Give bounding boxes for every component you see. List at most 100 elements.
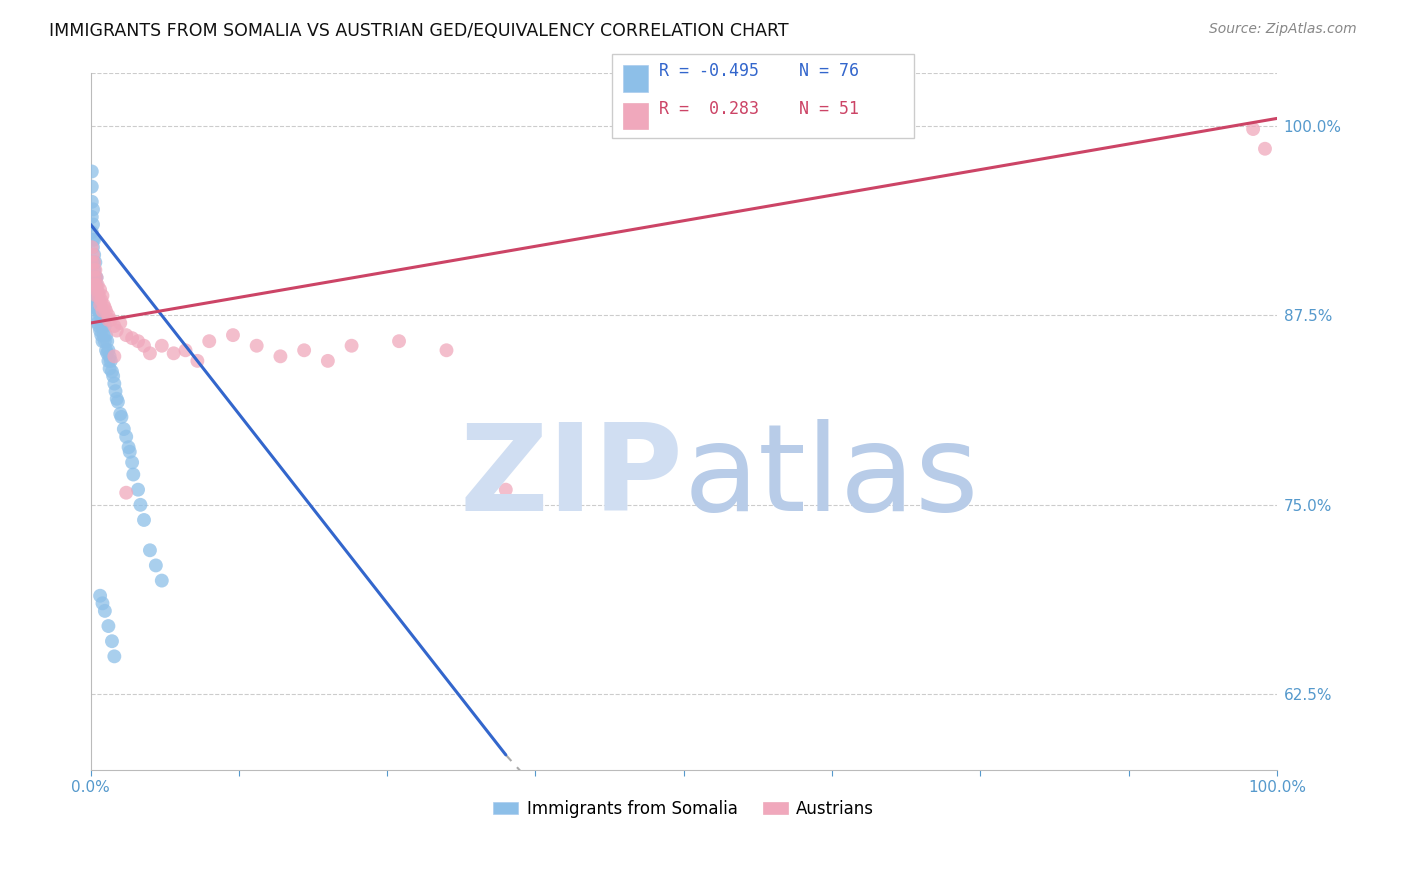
Point <box>86 309 108 323</box>
Point <box>87 289 110 303</box>
Point <box>86 283 108 297</box>
Point <box>103 376 125 391</box>
Point <box>83 278 105 293</box>
Point <box>139 346 162 360</box>
Point <box>87 278 110 293</box>
Point <box>90 293 112 308</box>
Point <box>89 309 111 323</box>
Point <box>82 248 104 262</box>
Point <box>83 233 105 247</box>
Text: ZIP: ZIP <box>460 418 683 536</box>
Point <box>340 339 363 353</box>
Text: IMMIGRANTS FROM SOMALIA VS AUSTRIAN GED/EQUIVALENCY CORRELATION CHART: IMMIGRANTS FROM SOMALIA VS AUSTRIAN GED/… <box>49 22 789 40</box>
Point <box>93 328 115 343</box>
Point <box>80 255 103 269</box>
Point <box>105 324 128 338</box>
Point <box>388 334 411 348</box>
Point <box>96 346 118 360</box>
Point <box>89 298 111 312</box>
Point <box>101 364 124 378</box>
Point <box>90 304 112 318</box>
Point <box>97 309 120 323</box>
Point <box>87 319 110 334</box>
Point <box>103 349 125 363</box>
Point <box>436 343 458 358</box>
Point <box>139 543 162 558</box>
Point <box>80 179 103 194</box>
Point <box>115 485 138 500</box>
Point <box>1254 142 1277 156</box>
Point <box>82 218 104 232</box>
Point <box>100 354 122 368</box>
Point <box>198 334 221 348</box>
Point <box>89 324 111 338</box>
Point <box>101 634 124 648</box>
Point <box>107 394 129 409</box>
Point <box>86 270 108 285</box>
Point <box>86 270 108 285</box>
Text: R =  0.283    N = 51: R = 0.283 N = 51 <box>659 100 859 118</box>
Point <box>98 361 121 376</box>
Point <box>84 285 107 300</box>
Point <box>82 202 104 217</box>
Point <box>97 619 120 633</box>
Point <box>82 233 104 247</box>
Point <box>94 343 117 358</box>
Text: Source: ZipAtlas.com: Source: ZipAtlas.com <box>1209 22 1357 37</box>
Point <box>86 293 108 308</box>
Point <box>150 574 173 588</box>
Point <box>246 339 269 353</box>
Point <box>112 422 135 436</box>
Point <box>82 255 104 269</box>
Point <box>87 285 110 300</box>
Point <box>118 444 141 458</box>
Point <box>91 289 114 303</box>
Point <box>94 328 117 343</box>
Point <box>222 328 245 343</box>
Point <box>103 319 125 334</box>
Point <box>98 349 121 363</box>
Point <box>83 278 105 293</box>
Point <box>80 164 103 178</box>
Point <box>150 339 173 353</box>
Point <box>122 467 145 482</box>
Point <box>269 349 291 363</box>
Point <box>186 354 208 368</box>
Point <box>115 328 138 343</box>
Point <box>87 304 110 318</box>
Point <box>84 263 107 277</box>
Point <box>129 498 152 512</box>
Point <box>91 309 114 323</box>
Point <box>97 313 120 327</box>
Point <box>80 225 103 239</box>
Point <box>90 316 112 330</box>
Point <box>80 240 103 254</box>
Point <box>100 313 122 327</box>
Point <box>132 339 155 353</box>
Point <box>89 589 111 603</box>
Point <box>110 407 132 421</box>
Point <box>87 316 110 330</box>
Point <box>97 354 120 368</box>
Point <box>93 298 115 312</box>
Point <box>110 316 132 330</box>
Point <box>83 263 105 277</box>
Point <box>495 483 517 497</box>
Point <box>82 263 104 277</box>
Point <box>84 270 107 285</box>
Point <box>174 343 197 358</box>
Legend: Immigrants from Somalia, Austrians: Immigrants from Somalia, Austrians <box>486 793 880 824</box>
Point <box>80 194 103 209</box>
Point <box>105 392 128 406</box>
Text: R = -0.495    N = 76: R = -0.495 N = 76 <box>659 62 859 80</box>
Point <box>94 334 117 348</box>
Point <box>80 210 103 224</box>
Point <box>87 298 110 312</box>
Point <box>91 304 114 318</box>
Point <box>103 649 125 664</box>
Point <box>83 270 105 285</box>
Point <box>91 319 114 334</box>
Point <box>110 409 132 424</box>
Point <box>316 354 339 368</box>
Point <box>89 283 111 297</box>
